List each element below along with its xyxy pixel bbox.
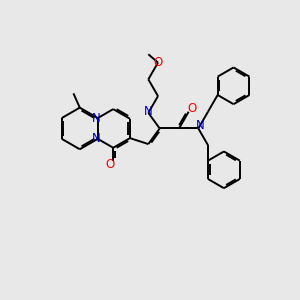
Text: N: N [92,132,101,145]
Text: N: N [92,112,101,125]
Text: O: O [153,56,163,69]
Text: N: N [144,105,153,118]
Text: O: O [187,102,196,115]
Text: N: N [195,119,204,132]
Text: O: O [106,158,115,171]
